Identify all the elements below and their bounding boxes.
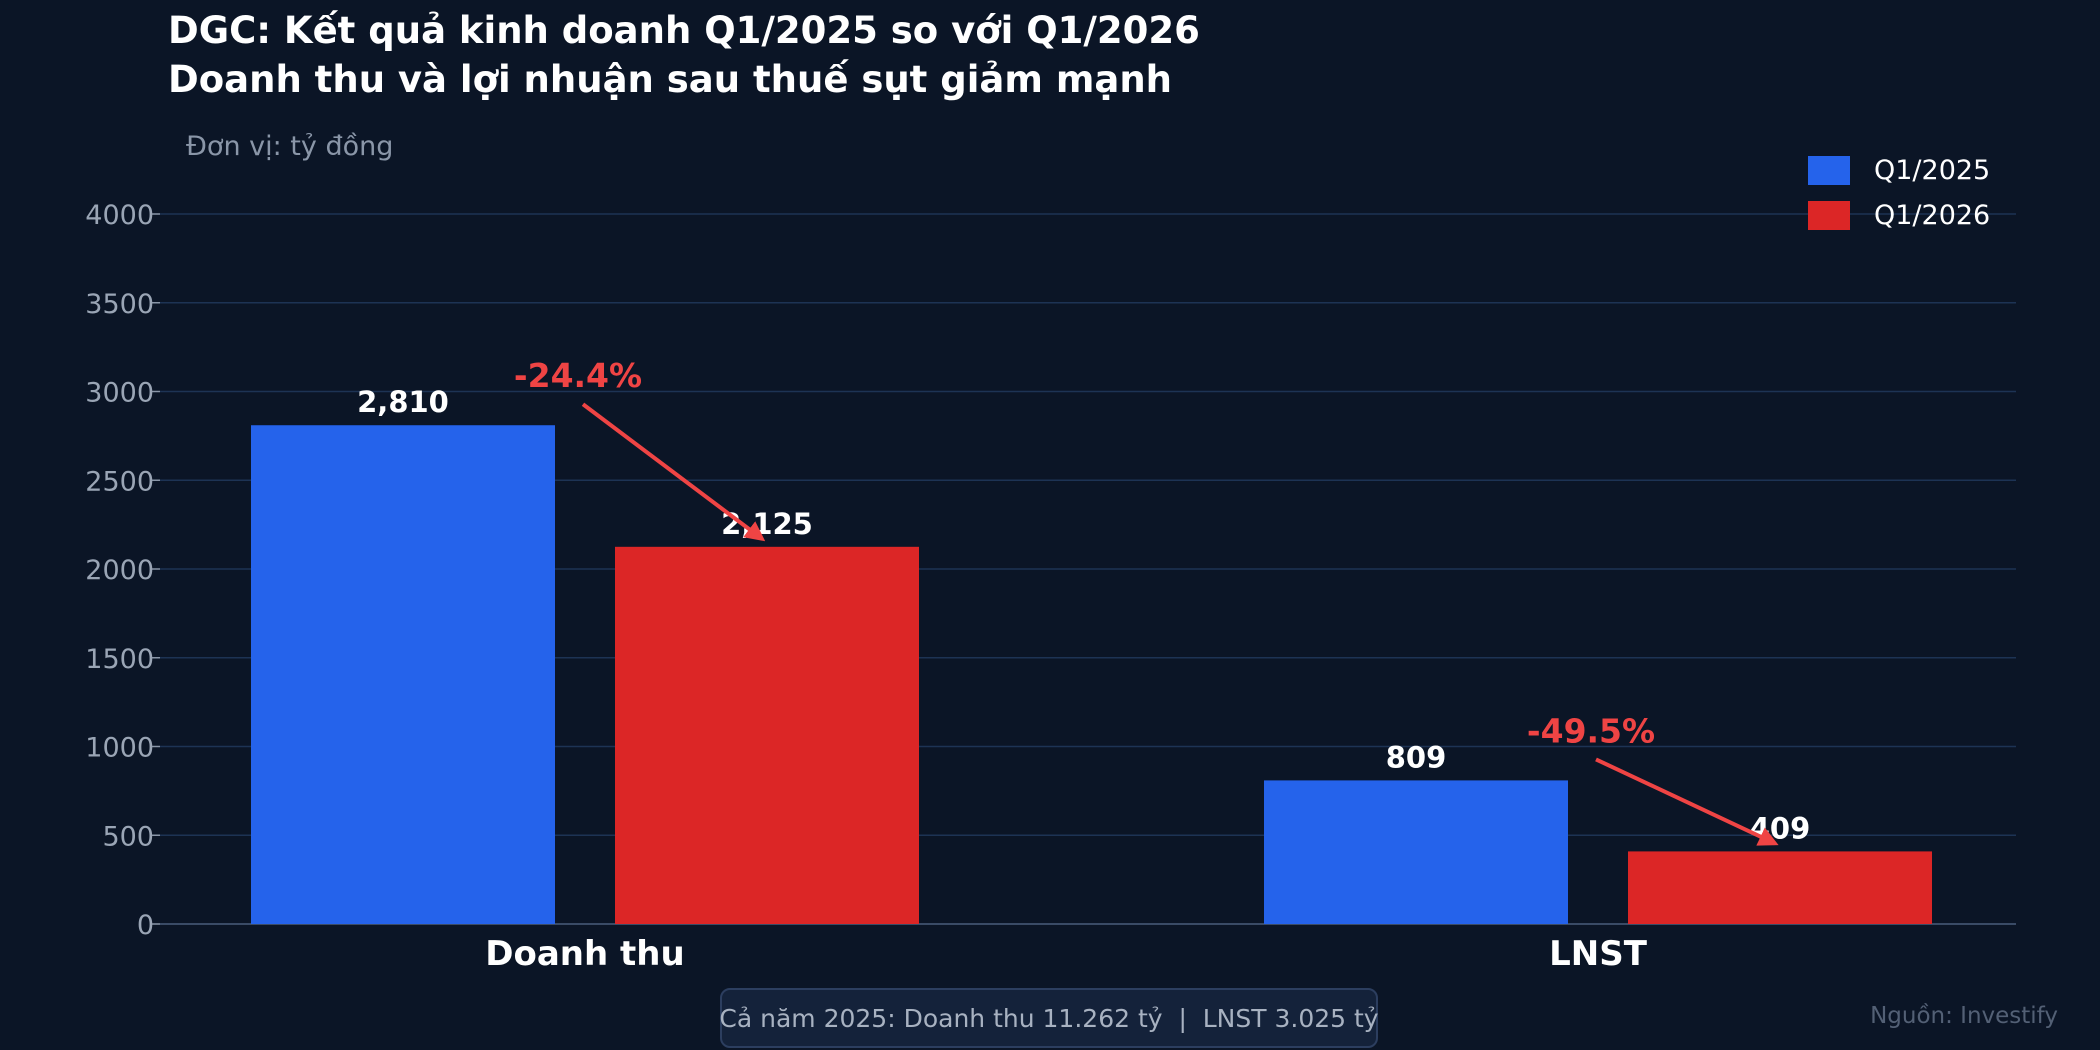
source-label: Nguồn: Investify: [1870, 1003, 2058, 1029]
legend-label-q1-2025: Q1/2025: [1874, 155, 1991, 186]
change-arrow: [581, 402, 766, 542]
change-arrow: [1595, 757, 1779, 846]
y-tick-label: 2000: [85, 555, 154, 586]
chart-title: DGC: Kết quả kinh doanh Q1/2025 so với Q…: [168, 6, 1200, 104]
y-tick-label: 500: [102, 821, 154, 852]
bar-q1-2025-lnst: [1264, 780, 1568, 924]
bar-value-label: 2,810: [357, 385, 449, 419]
y-tick-label: 3000: [85, 378, 154, 409]
x-category-label: LNST: [1549, 934, 1648, 974]
y-tick-label: 1500: [85, 644, 154, 675]
unit-label: Đơn vị: tỷ đồng: [186, 131, 394, 162]
legend-swatch-q1-2025: [1808, 156, 1850, 185]
bar-value-label: 2,125: [721, 507, 813, 541]
legend-swatch-q1-2026: [1808, 201, 1850, 230]
bar-q1-2025-doanh-thu: [251, 425, 555, 924]
annual-summary-text: Cả năm 2025: Doanh thu 11.262 tỷ | LNST …: [719, 1003, 1379, 1033]
x-category-label: Doanh thu: [485, 934, 684, 974]
legend-label-q1-2026: Q1/2026: [1874, 200, 1991, 231]
annual-summary-box: Cả năm 2025: Doanh thu 11.262 tỷ | LNST …: [719, 988, 1379, 1048]
change-percent-label: -24.4%: [514, 356, 642, 395]
change-percent-label: -49.5%: [1527, 711, 1655, 750]
y-tick-label: 0: [137, 910, 154, 941]
bar-value-label: 809: [1386, 740, 1447, 774]
title-line-1: DGC: Kết quả kinh doanh Q1/2025 so với Q…: [168, 9, 1200, 52]
y-tick-label: 2500: [85, 466, 154, 497]
title-line-2: Doanh thu và lợi nhuận sau thuế sụt giảm…: [168, 58, 1173, 101]
legend-item-q1-2025: Q1/2025: [1808, 148, 1990, 193]
bar-value-label: 409: [1750, 811, 1811, 845]
bar-q1-2026-doanh-thu: [615, 546, 919, 924]
y-tick-label: 4000: [85, 200, 154, 231]
legend: Q1/2025 Q1/2026: [1808, 148, 1990, 238]
bar-q1-2026-lnst: [1628, 851, 1932, 924]
y-tick-label: 3500: [85, 289, 154, 320]
legend-item-q1-2026: Q1/2026: [1808, 193, 1990, 238]
y-tick-label: 1000: [85, 733, 154, 764]
